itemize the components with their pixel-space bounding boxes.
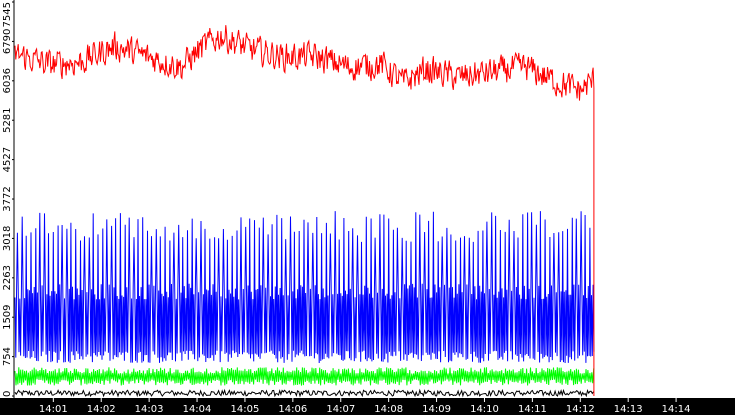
y-tick-label: 4527 — [2, 147, 13, 172]
y-tick-label: 6790 — [2, 29, 13, 54]
y-tick-label: 0 — [2, 391, 13, 397]
y-tick-label: 754 — [2, 347, 13, 366]
series-green-line — [14, 367, 595, 386]
x-tick-label: 14:07 — [326, 404, 355, 415]
x-tick-label: 14:09 — [422, 404, 451, 415]
y-tick-label: 6036 — [2, 68, 13, 93]
x-tick-label: 14:12 — [566, 404, 595, 415]
x-tick-label: 14:03 — [135, 404, 164, 415]
y-axis-ticks: 0 754 1509 2263 3018 3772 4527 5281 6036 6790 7545 — [2, 1, 14, 397]
x-tick-label: 14:02 — [87, 404, 116, 415]
y-tick-label: 1509 — [2, 304, 13, 329]
x-tick-label: 14:06 — [278, 404, 307, 415]
y-axis-bar — [0, 0, 14, 398]
x-axis-bar — [0, 398, 735, 415]
series-layer — [14, 25, 595, 398]
x-tick-label: 14:14 — [662, 404, 691, 415]
x-tick-label: 14:08 — [374, 404, 403, 415]
series-blue-line — [14, 211, 595, 364]
x-tick-label: 14:13 — [614, 404, 643, 415]
x-axis-ticks: 14:01 14:02 14:03 14:04 14:05 14:06 14:07 14:08… — [39, 398, 691, 415]
x-tick-label: 14:01 — [39, 404, 68, 415]
x-tick-label: 14:04 — [183, 404, 212, 415]
y-tick-label: 5281 — [2, 107, 13, 132]
y-tick-label: 2263 — [2, 265, 13, 290]
series-red-line — [14, 25, 595, 396]
y-tick-label: 3772 — [2, 186, 13, 211]
x-tick-label: 14:05 — [230, 404, 259, 415]
x-tick-label: 14:11 — [518, 404, 547, 415]
y-tick-label: 3018 — [2, 226, 13, 251]
series-black-line — [14, 388, 594, 398]
x-tick-label: 14:10 — [470, 404, 499, 415]
y-tick-label: 7545 — [2, 2, 13, 27]
